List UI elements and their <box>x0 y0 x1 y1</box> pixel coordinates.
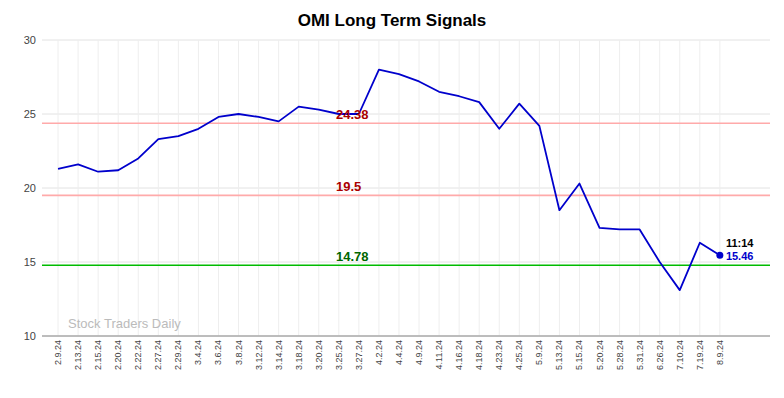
y-grid-line <box>42 40 770 41</box>
x-tick-label: 7.19.24 <box>695 340 705 370</box>
x-tick-label: 5.31.24 <box>635 340 645 370</box>
x-tick-label: 5.15.24 <box>574 340 584 370</box>
x-tick-label: 2.13.24 <box>73 340 83 370</box>
x-tick-label: 4.9.24 <box>414 340 424 365</box>
y-grid-line <box>42 336 770 337</box>
title: OMI Long Term Signals <box>298 11 487 30</box>
x-tick-label: 2.15.24 <box>93 340 103 370</box>
x-grid-line <box>198 40 199 336</box>
x-axis-line <box>42 336 770 337</box>
x-tick-label: 3.12.24 <box>254 340 264 370</box>
x-tick-label: 7.10.24 <box>675 340 685 370</box>
x-grid-line <box>619 40 620 336</box>
x-tick-label: 4.18.24 <box>474 340 484 370</box>
x-grid-line <box>378 40 379 336</box>
x-grid-line <box>58 40 59 336</box>
x-grid-line <box>138 40 139 336</box>
y-tick-label: 25 <box>24 108 36 120</box>
x-grid-line <box>479 40 480 336</box>
plot-area <box>42 70 770 291</box>
x-grid-line <box>238 40 239 336</box>
x-grid-line <box>278 40 279 336</box>
x-grid-line <box>218 40 219 336</box>
x-tick-label: 4.2.24 <box>374 340 384 365</box>
y-tick-label: 15 <box>24 256 36 268</box>
y-grid-line <box>42 188 770 189</box>
x-grid-line <box>679 40 680 336</box>
x-grid-line <box>158 40 159 336</box>
x-grid-line <box>719 40 720 336</box>
x-grid-line <box>539 40 540 336</box>
x-grid-line <box>599 40 600 336</box>
x-tick-label: 2.22.24 <box>133 340 143 370</box>
x-grid-line <box>459 40 460 336</box>
x-tick-label: 3.18.24 <box>294 340 304 370</box>
reference-label: 14.78 <box>336 249 369 264</box>
x-tick-label: 5.9.24 <box>534 340 544 365</box>
x-grid-line <box>178 40 179 336</box>
x-tick-label: 4.11.24 <box>434 340 444 369</box>
x-tick-label: 4.4.24 <box>394 340 404 365</box>
last-point <box>716 252 723 259</box>
x-grid-line <box>499 40 500 336</box>
y-tick-label: 10 <box>24 330 36 342</box>
y-grid-line <box>42 114 770 115</box>
x-tick-label: 5.20.24 <box>595 340 605 370</box>
y-tick-label: 20 <box>24 182 36 194</box>
x-tick-label: 3.14.24 <box>274 340 284 370</box>
x-tick-label: 5.28.24 <box>615 340 625 370</box>
x-tick-label: 2.20.24 <box>113 340 123 370</box>
x-grid-line <box>639 40 640 336</box>
x-grid-line <box>699 40 700 336</box>
x-tick-label: 2.27.24 <box>153 340 163 370</box>
reference-line <box>42 195 770 197</box>
x-tick-label: 4.25.24 <box>514 340 524 370</box>
reference-line <box>42 122 770 124</box>
y-tick-label: 30 <box>24 34 36 46</box>
annotation: 11:14 <box>726 237 754 249</box>
x-tick-label: 5.13.24 <box>554 340 564 370</box>
chart: OMI Long Term Signals 10 15 20 25 30 2.9.24 2.1… <box>0 0 784 398</box>
x-grid-line <box>78 40 79 336</box>
watermark: Stock Traders Daily <box>68 316 181 331</box>
x-tick-label: 8.9.24 <box>715 340 725 365</box>
x-tick-label: 4.23.24 <box>494 340 504 370</box>
x-grid-line <box>258 40 259 336</box>
x-tick-label: 2.29.24 <box>173 340 183 370</box>
reference-label: 24.38 <box>336 107 369 122</box>
x-tick-label: 6.26.24 <box>655 340 665 370</box>
annotation: 15.46 <box>726 250 754 262</box>
x-tick-label: 3.20.24 <box>314 340 324 370</box>
x-grid-line <box>318 40 319 336</box>
x-tick-label: 3.27.24 <box>354 340 364 370</box>
x-tick-label: 3.8.24 <box>234 340 244 365</box>
x-tick-label: 3.25.24 <box>334 340 344 370</box>
x-grid-line <box>659 40 660 336</box>
reference-label: 19.5 <box>336 179 361 194</box>
x-tick-label: 3.6.24 <box>213 340 223 365</box>
x-grid-line <box>98 40 99 336</box>
x-tick-label: 3.4.24 <box>193 340 203 365</box>
line <box>58 70 720 291</box>
x-grid-line <box>439 40 440 336</box>
x-grid-line <box>118 40 119 336</box>
x-grid-line <box>298 40 299 336</box>
x-grid-line <box>559 40 560 336</box>
x-grid-line <box>519 40 520 336</box>
grid <box>42 40 770 336</box>
x-grid-line <box>419 40 420 336</box>
x-grid-line <box>398 40 399 336</box>
x-tick-label: 2.9.24 <box>53 340 63 365</box>
x-grid-line <box>579 40 580 336</box>
x-tick-label: 4.16.24 <box>454 340 464 370</box>
